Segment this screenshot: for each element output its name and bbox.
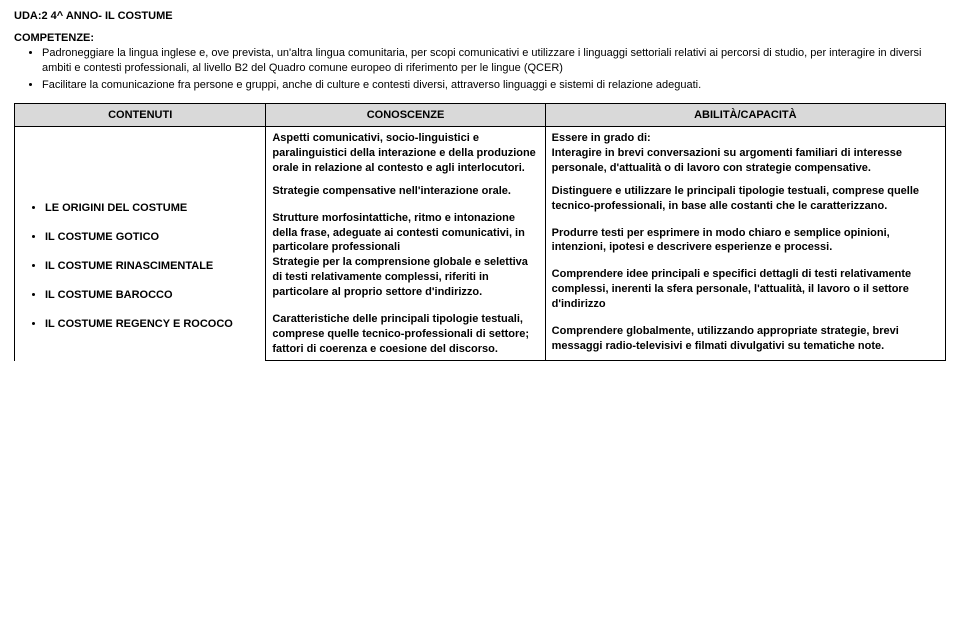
abilita-p4: Comprendere idee principali e specifici … bbox=[552, 268, 911, 310]
table-row: LE ORIGINI DEL COSTUMEIL COSTUME GOTICOI… bbox=[15, 127, 946, 180]
conoscenze-p1: Aspetti comunicativi, socio-linguistici … bbox=[272, 132, 535, 174]
th-contenuti: CONTENUTI bbox=[15, 103, 266, 127]
contenuti-item: IL COSTUME RINASCIMENTALE bbox=[45, 259, 259, 274]
cell-abilita-rest: Distinguere e utilizzare le principali t… bbox=[545, 180, 945, 361]
th-conoscenze: CONOSCENZE bbox=[266, 103, 545, 127]
abilita-lead: Essere in grado di: bbox=[552, 131, 939, 146]
competenze-list: Padroneggiare la lingua inglese e, ove p… bbox=[14, 46, 946, 93]
abilita-p2: Distinguere e utilizzare le principali t… bbox=[552, 185, 919, 212]
contenuti-item: IL COSTUME REGENCY E ROCOCO bbox=[45, 317, 259, 332]
abilita-p3: Produrre testi per esprimere in modo chi… bbox=[552, 227, 890, 254]
conoscenze-p4: Strategie per la comprensione globale e … bbox=[272, 256, 528, 298]
competenze-title: COMPETENZE: bbox=[14, 32, 946, 44]
conoscenze-p3: Strutture morfosintattiche, ritmo e into… bbox=[272, 212, 524, 254]
contenuti-item: IL COSTUME GOTICO bbox=[45, 230, 259, 245]
contenuti-list: LE ORIGINI DEL COSTUME IL COSTUME GOTICO I… bbox=[21, 201, 259, 331]
abilita-p5: Comprendere globalmente, utilizzando app… bbox=[552, 325, 899, 352]
cell-contenuti: LE ORIGINI DEL COSTUME IL COSTUME GOTICO I… bbox=[15, 127, 266, 361]
competenze-item: Padroneggiare la lingua inglese e, ove p… bbox=[42, 46, 946, 76]
conoscenze-p2: Strategie compensative nell'interazione … bbox=[272, 185, 511, 197]
page-header: UDA:2 4^ ANNO- IL COSTUME bbox=[14, 10, 946, 22]
contenuti-item: IL COSTUME BAROCCO bbox=[45, 288, 259, 303]
competenze-item: Facilitare la comunicazione fra persone … bbox=[42, 78, 946, 93]
cell-conoscenze-rest: Strategie compensative nell'interazione … bbox=[266, 180, 545, 361]
conoscenze-p5: Caratteristiche delle principali tipolog… bbox=[272, 313, 529, 355]
cell-conoscenze-top: Aspetti comunicativi, socio-linguistici … bbox=[266, 127, 545, 180]
curriculum-table: CONTENUTI CONOSCENZE ABILITÀ/CAPACITÀ LE… bbox=[14, 103, 946, 362]
abilita-p1: Interagire in brevi conversazioni su arg… bbox=[552, 147, 902, 174]
table-header-row: CONTENUTI CONOSCENZE ABILITÀ/CAPACITÀ bbox=[15, 103, 946, 127]
cell-abilita-top: Essere in grado di: Interagire in brevi … bbox=[545, 127, 945, 180]
contenuti-item: LE ORIGINI DEL COSTUME bbox=[45, 201, 259, 216]
th-abilita: ABILITÀ/CAPACITÀ bbox=[545, 103, 945, 127]
